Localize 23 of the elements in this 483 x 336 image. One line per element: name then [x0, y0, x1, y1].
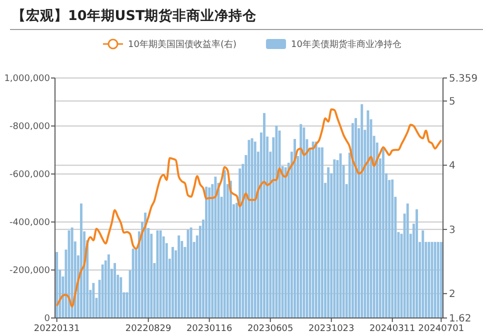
chart-title: 【宏观】10年期UST期货非商业净持仓: [12, 7, 258, 24]
y-tick-label: -800,000: [10, 122, 50, 132]
x-tick-label: 20240701: [418, 324, 464, 334]
x-tick-label: 20231023: [308, 324, 354, 334]
legend-label: 10年期美国国债收益率(右): [128, 39, 236, 50]
y2-tick-label: 2: [449, 289, 456, 300]
y-tick-label: -200,000: [10, 266, 50, 276]
y-tick-label: -400,000: [10, 218, 50, 228]
x-tick-label: 20240311: [369, 324, 416, 334]
y-tick-label: 1,000,000: [4, 74, 50, 84]
y2-tick-label: 5.359: [449, 74, 478, 84]
x-tick-label: 20230116: [186, 324, 233, 334]
y2-tick-label: 4: [449, 160, 456, 172]
line-series: [56, 108, 442, 308]
x-tick-label: 20220131: [34, 324, 80, 334]
y2-tick-label: 5: [449, 96, 456, 108]
y2-tick-label: 3: [449, 224, 456, 236]
x-tick-label: 20220829: [125, 324, 172, 334]
x-tick-label: 20230605: [247, 324, 294, 334]
y2-tick-label: 1.62: [449, 314, 472, 324]
y-tick-label: 0: [44, 314, 50, 324]
y-tick-label: -600,000: [10, 170, 50, 180]
legend-label: 10年美债期货非商业净持仓: [291, 39, 402, 50]
